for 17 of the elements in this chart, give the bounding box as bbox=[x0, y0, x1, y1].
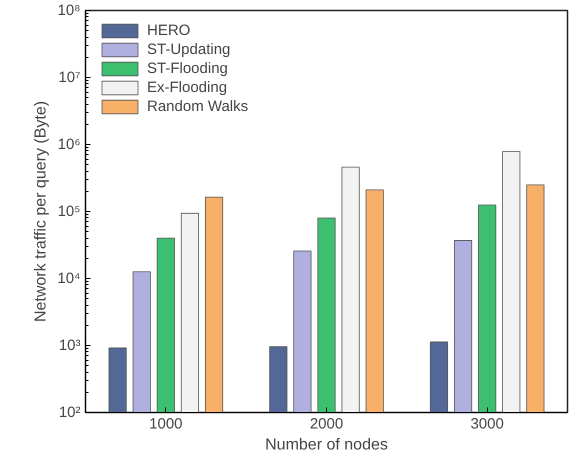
x-tick-label: 2000 bbox=[310, 416, 344, 432]
x-tick-label: 3000 bbox=[470, 416, 504, 432]
y-tick-label: 10³ bbox=[58, 337, 81, 354]
y-tick-label: 10⁷ bbox=[58, 69, 81, 86]
legend-label: ST-Flooding bbox=[147, 60, 228, 77]
y-tick-label: 10⁸ bbox=[57, 2, 81, 19]
y-tick-label: 10⁴ bbox=[57, 270, 81, 287]
y-axis-title: Network traffic per query (Byte) bbox=[32, 100, 50, 322]
x-axis-title: Number of nodes bbox=[265, 436, 388, 454]
legend-label: Ex-Flooding bbox=[147, 79, 228, 96]
legend-label: ST-Updating bbox=[147, 41, 230, 58]
y-tick-label: 10⁶ bbox=[58, 136, 80, 153]
legend-label: HERO bbox=[147, 22, 190, 39]
x-tick-label: 1000 bbox=[149, 416, 183, 432]
y-tick-label: 10⁵ bbox=[58, 203, 81, 220]
legend-label: Random Walks bbox=[147, 98, 248, 115]
y-tick-label: 10² bbox=[58, 404, 81, 421]
